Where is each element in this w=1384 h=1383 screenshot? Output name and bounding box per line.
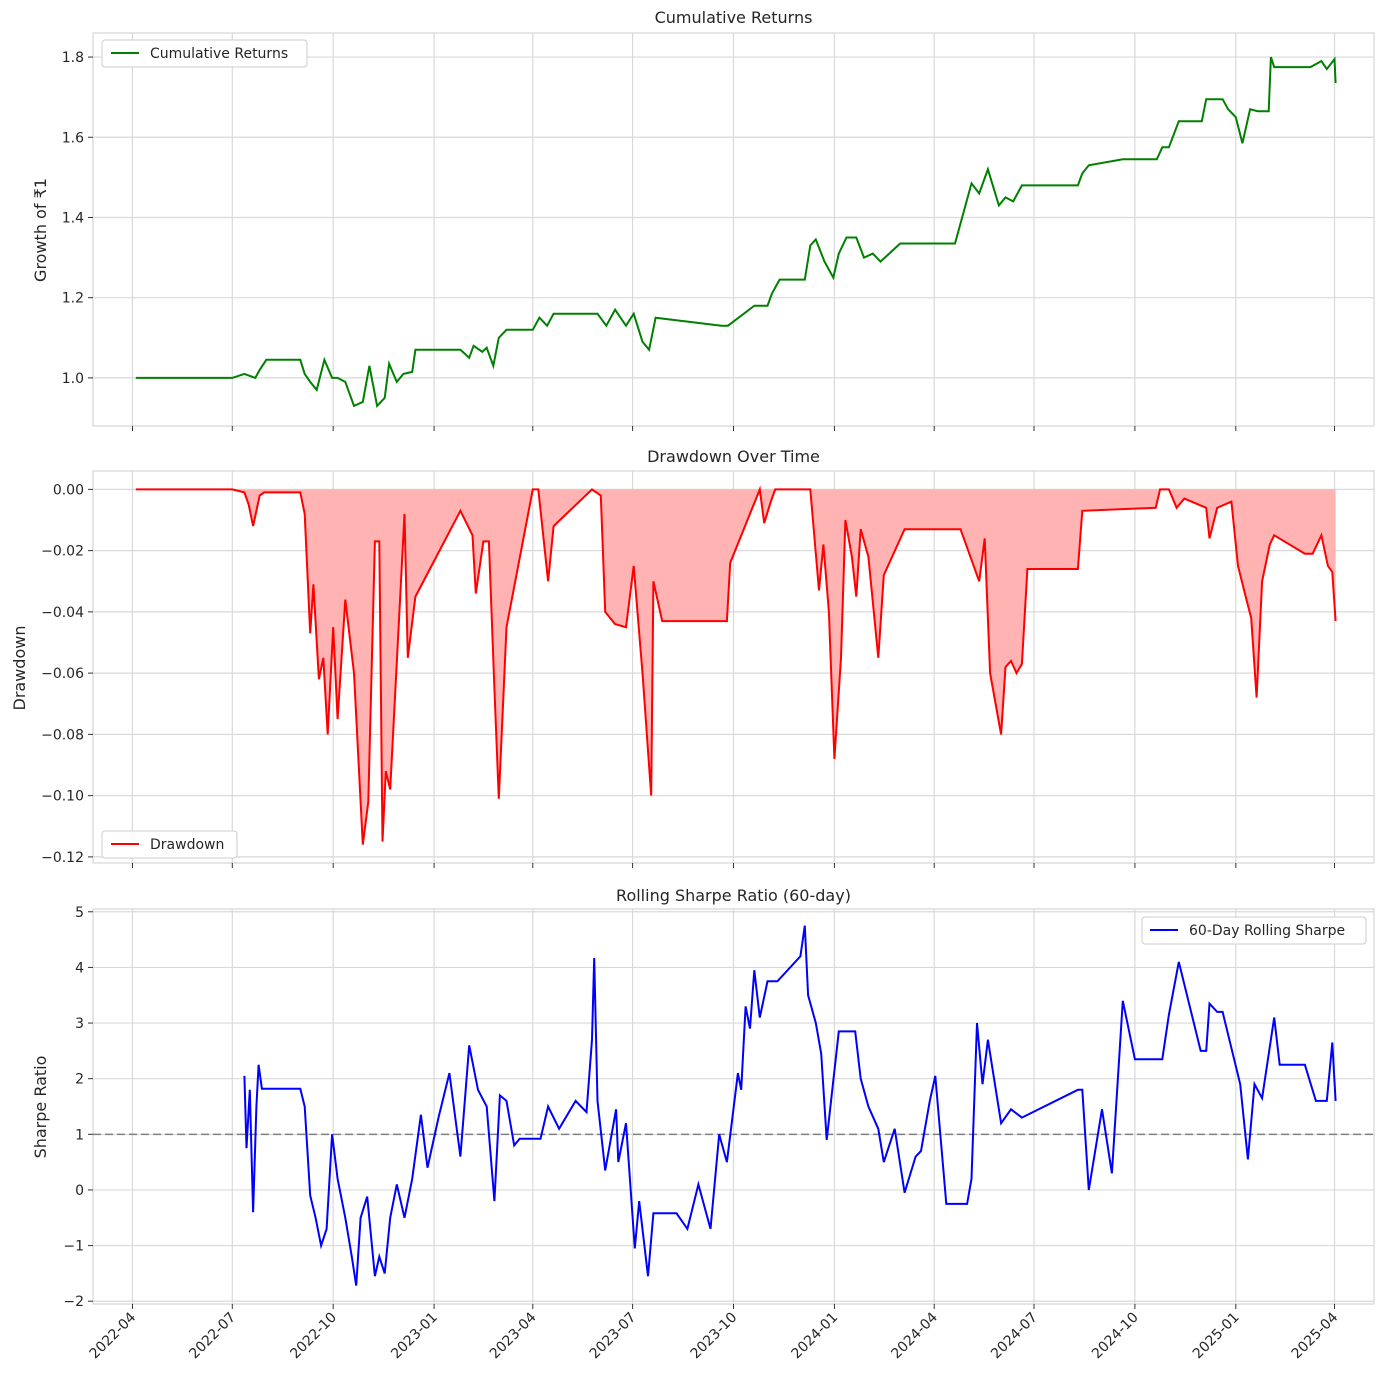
x-tick-label: 2024-07 <box>988 1310 1041 1363</box>
x-tick-label: 2022-10 <box>287 1310 340 1363</box>
cumulative-returns-legend: Cumulative Returns <box>101 39 308 68</box>
drawdown-title: Drawdown Over Time <box>647 447 820 466</box>
x-tick-label: 2022-04 <box>87 1309 140 1362</box>
y-tick-label: 5 <box>75 905 84 921</box>
y-tick-label: 1.4 <box>62 210 84 226</box>
rolling-sharpe-title: Rolling Sharpe Ratio (60-day) <box>616 886 851 905</box>
y-tick-label: −1 <box>63 1239 84 1255</box>
y-tick-label: 3 <box>75 1016 84 1032</box>
y-tick-label: 0.00 <box>53 482 84 498</box>
rolling-sharpe-legend-label: 60-Day Rolling Sharpe <box>1189 923 1345 939</box>
drawdown-panel: 0.00 −0.02 −0.04 −0.06 −0.08 −0.10 −0.12 Drawd… <box>10 447 1375 868</box>
x-tick-label: 2024-10 <box>1089 1310 1142 1363</box>
x-tick-label: 2025-01 <box>1190 1310 1243 1363</box>
y-tick-label: 1.6 <box>62 130 84 146</box>
cumulative-returns-ylabel: Growth of ₹1 <box>31 178 50 282</box>
rolling-sharpe-legend: 60-Day Rolling Sharpe <box>1141 916 1367 945</box>
y-tick-label: 0 <box>75 1183 84 1199</box>
x-tick-label: 2022-07 <box>186 1310 239 1363</box>
drawdown-legend: Drawdown <box>101 830 238 859</box>
y-tick-label: −0.04 <box>41 605 84 621</box>
cumulative-returns-legend-label: Cumulative Returns <box>150 46 288 62</box>
y-tick-label: −0.06 <box>41 666 84 682</box>
rolling-sharpe-yticks: −2 −1 0 1 2 3 4 5 <box>63 905 84 1310</box>
y-tick-label: −2 <box>63 1294 84 1310</box>
x-tick-label: 2025-04 <box>1289 1309 1342 1362</box>
y-tick-label: 2 <box>75 1072 84 1088</box>
x-tick-label: 2023-07 <box>587 1310 640 1363</box>
drawdown-yticks: 0.00 −0.02 −0.04 −0.06 −0.08 −0.10 −0.12 <box>41 482 84 866</box>
y-tick-label: −0.12 <box>41 850 84 866</box>
x-tick-label: 2023-10 <box>688 1310 741 1363</box>
y-tick-label: 4 <box>75 960 84 976</box>
x-tick-label: 2024-04 <box>888 1309 941 1362</box>
y-tick-label: 1 <box>75 1127 84 1143</box>
cumulative-returns-panel: 1.0 1.2 1.4 1.6 1.8 Cumulative Returns Growt… <box>31 8 1375 431</box>
y-tick-label: −0.08 <box>41 727 84 743</box>
cumulative-returns-title: Cumulative Returns <box>655 8 813 27</box>
y-tick-label: 1.0 <box>62 371 84 387</box>
drawdown-ylabel: Drawdown <box>10 626 29 711</box>
y-tick-label: −0.02 <box>41 544 84 560</box>
drawdown-legend-label: Drawdown <box>150 837 224 853</box>
date-axis-ticks: 2022-04 2022-07 2022-10 2023-01 2023-04 2023-… <box>87 1309 1342 1362</box>
cumulative-returns-yticks: 1.0 1.2 1.4 1.6 1.8 <box>62 50 84 387</box>
rolling-sharpe-panel: −2 −1 0 1 2 3 4 5 Rolling Sharpe Ratio (60-day)… <box>31 886 1375 1362</box>
y-tick-label: 1.2 <box>62 291 84 307</box>
y-tick-label: 1.8 <box>62 50 84 66</box>
x-tick-label: 2023-01 <box>388 1310 441 1363</box>
x-tick-label: 2023-04 <box>487 1309 540 1362</box>
rolling-sharpe-ylabel: Sharpe Ratio <box>31 1056 50 1159</box>
x-tick-label: 2024-01 <box>789 1310 842 1363</box>
rolling-sharpe-line <box>243 925 1337 1286</box>
drawdown-line <box>135 485 1337 845</box>
cumulative-returns-line <box>135 56 1337 408</box>
y-tick-label: −0.10 <box>41 789 84 805</box>
